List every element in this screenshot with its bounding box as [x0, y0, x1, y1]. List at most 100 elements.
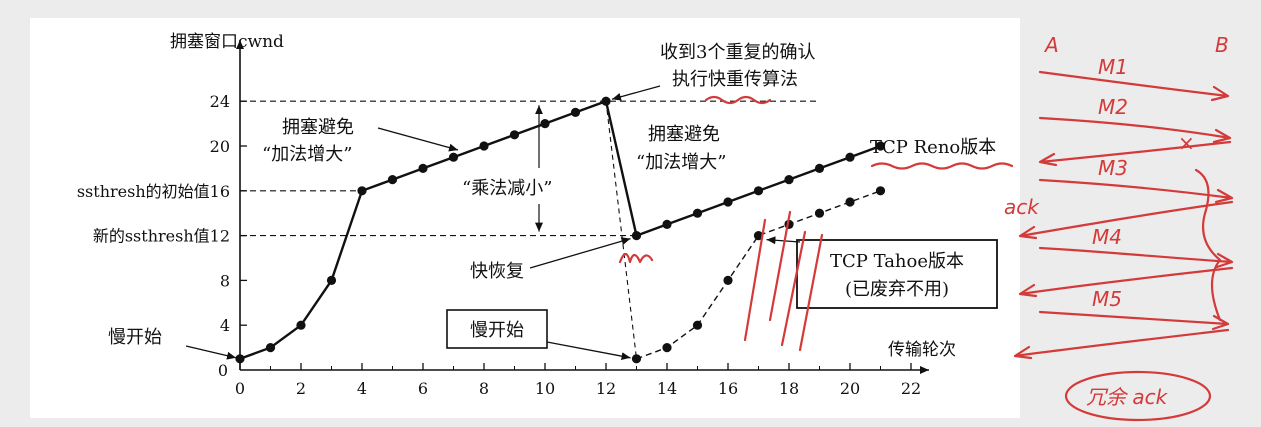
hand-mark-fast	[618, 252, 654, 264]
reno-point	[631, 231, 642, 241]
chart-panel	[30, 18, 1020, 418]
hand-msg-4: M4	[1092, 225, 1122, 249]
hand-msg-2: M2	[1098, 95, 1128, 119]
reno-point	[814, 163, 825, 173]
reno-point	[875, 141, 886, 151]
reno-point	[479, 141, 489, 151]
series-reno-line	[239, 99, 881, 360]
x-tick-label: 6	[418, 379, 428, 398]
hand-arrow-ack-2	[1018, 200, 1234, 240]
hand-host-a: A	[1043, 33, 1059, 57]
reno-point	[235, 354, 245, 364]
reno-point	[296, 320, 306, 330]
annotation-arrow-top	[611, 85, 661, 101]
annotation-reno-label: TCP Reno版本	[870, 137, 996, 158]
hand-bracket	[1194, 168, 1222, 322]
hand-slash-1	[743, 218, 767, 342]
axes: 拥塞窗口cwnd 传输轮次 0 2 4 6 8 10 12 14 16 18 20 2 20 4 8 新的ssth…	[77, 32, 956, 398]
slow-start-box	[446, 309, 548, 349]
hand-arrow-1	[1038, 70, 1230, 102]
series-layer	[235, 96, 886, 364]
tahoe-point	[753, 231, 764, 241]
y-tick-label: 新的ssthresh值12	[93, 227, 230, 246]
hand-arrow-ack-1	[1038, 140, 1232, 167]
annotation-tahoe-2: (已废弃不用)	[845, 279, 949, 300]
annotation-tahoe-1: TCP Tahoe版本	[830, 251, 964, 272]
x-tick-label: 10	[535, 379, 555, 398]
tahoe-point	[814, 208, 825, 218]
tahoe-box	[796, 239, 998, 309]
y-tick-label: 20	[210, 137, 230, 156]
reno-point	[784, 175, 794, 185]
reno-point	[418, 163, 428, 173]
x-tick-label: 12	[596, 379, 616, 398]
y-tick-label-origin: 0	[218, 361, 228, 380]
hand-x-mark: ×	[1178, 131, 1195, 155]
x-tick-label: 20	[840, 379, 860, 398]
annotation-avoid-right-2: “加法增大”	[636, 152, 726, 173]
hand-oval	[1064, 370, 1212, 422]
annotation-arrow-tahoe	[766, 236, 801, 245]
hand-slash-2	[768, 210, 792, 322]
handwritten-labels: A B M1 M2 M3 M4 M5 ack × 冗余 ack	[1004, 33, 1229, 409]
hand-ack: ack	[1004, 195, 1040, 219]
x-tick-label: 14	[657, 379, 677, 398]
annotation-avoid-left-2: “加法增大”	[262, 144, 352, 165]
handwritten-notes	[618, 70, 1234, 422]
y-tick-label: 24	[210, 92, 230, 111]
y-tick-label: 8	[220, 271, 230, 290]
reno-point	[692, 208, 703, 218]
hand-underline-top	[704, 95, 772, 105]
tahoe-point	[723, 275, 733, 285]
reno-point	[387, 175, 398, 185]
annotation-multiplicative: “乘法减小”	[462, 178, 552, 199]
tahoe-point	[631, 354, 642, 364]
annotation-arrow-slow-start-box	[546, 341, 631, 361]
reno-point	[509, 130, 520, 140]
annotation-slow-start-box: 慢开始	[470, 320, 524, 341]
x-tick-label: 0	[235, 379, 245, 398]
y-axis-title: 拥塞窗口cwnd	[170, 32, 284, 52]
reno-point	[326, 275, 337, 285]
reno-point	[723, 197, 733, 207]
hand-host-b: B	[1215, 33, 1229, 57]
x-tick-label: 4	[357, 379, 367, 398]
y-tick-label: ssthresh的初始值16	[77, 182, 230, 201]
tahoe-point	[845, 197, 855, 207]
annotation-fast-recovery: 快恢复	[470, 261, 524, 282]
x-axis-title: 传输轮次	[888, 340, 956, 360]
hand-slash-3	[780, 230, 807, 347]
reno-point	[540, 119, 550, 129]
y-tick-label: 4	[220, 316, 230, 335]
hand-arrow-2	[1038, 116, 1232, 144]
hand-msg-1: M1	[1098, 55, 1128, 79]
annotation-fast-retransmit: 执行快重传算法	[672, 69, 798, 90]
reno-point	[845, 152, 855, 162]
hand-arrow-4	[1038, 246, 1234, 269]
hand-bottom-note: 冗余 ack	[1086, 385, 1169, 409]
hand-underline-reno	[870, 162, 1014, 170]
reno-point	[601, 96, 611, 106]
annotation-3-dup-ack: 收到3个重复的确认	[660, 42, 815, 63]
reno-point	[448, 152, 459, 162]
annotation-avoid-left-1: 拥塞避免	[282, 117, 354, 138]
reno-point	[570, 107, 581, 117]
annotation-arrow-fast-recovery	[529, 237, 631, 269]
x-tick-label: 8	[479, 379, 489, 398]
x-tick-label: 18	[779, 379, 799, 398]
x-tick-label: 2	[296, 379, 306, 398]
annotation-arrow-avoid-left	[377, 127, 459, 152]
hand-arrow-3	[1038, 178, 1234, 204]
x-tick-label: 16	[718, 379, 738, 398]
annotation-avoid-right-1: 拥塞避免	[648, 124, 720, 145]
tahoe-point	[692, 320, 703, 330]
series-tahoe-line	[636, 190, 881, 360]
annotation-arrow-slow-start-left	[185, 345, 237, 360]
reno-point	[357, 186, 367, 196]
hand-arrow-ack-3	[1018, 266, 1234, 298]
hand-slash-4	[798, 233, 824, 352]
hand-arrow-5	[1038, 310, 1230, 331]
